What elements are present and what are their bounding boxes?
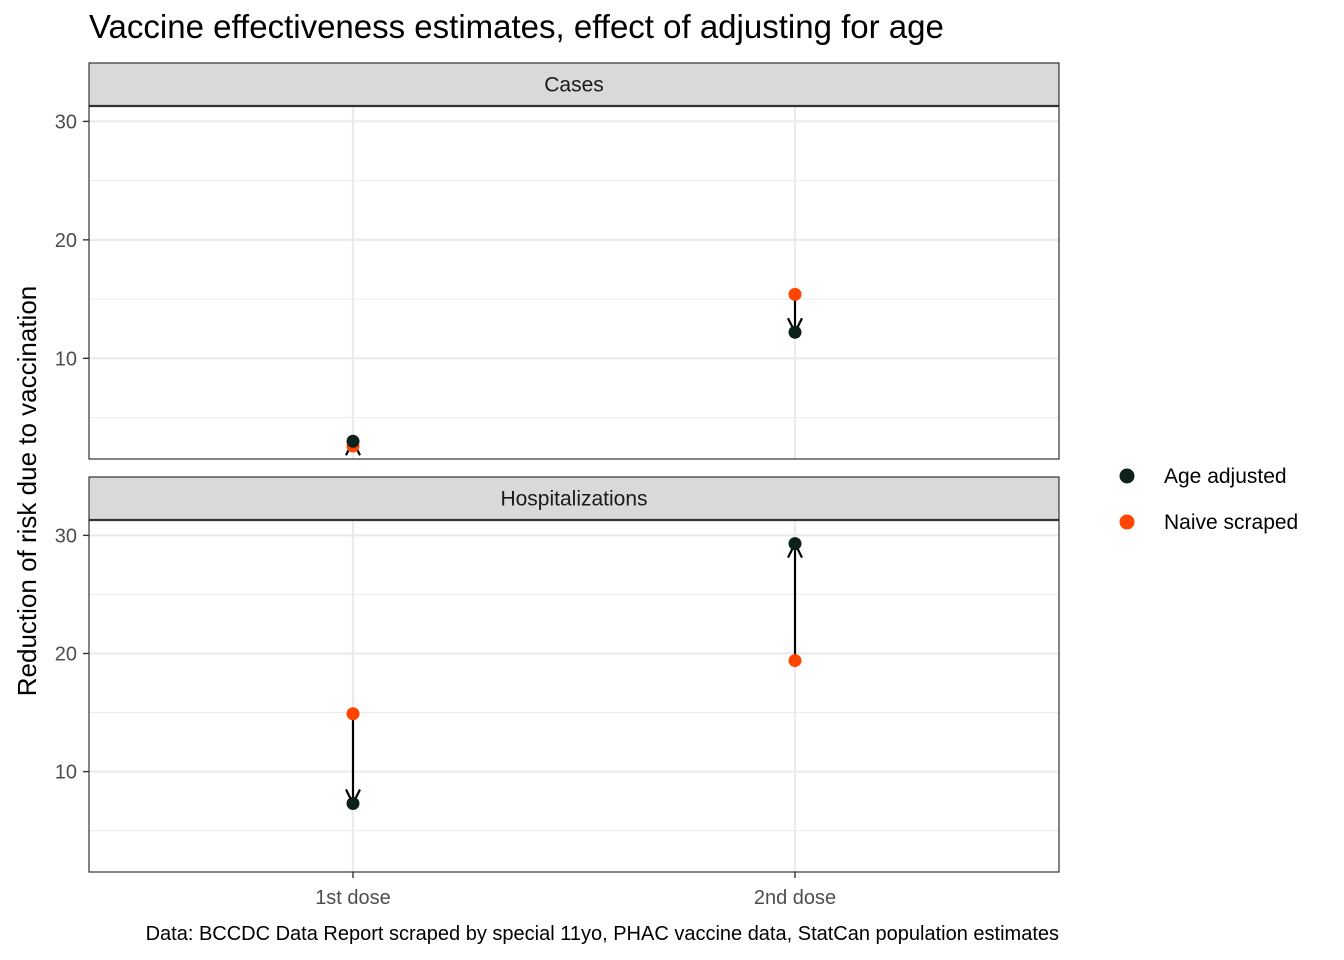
chart-title: Vaccine effectiveness estimates, effect … xyxy=(89,8,944,45)
facet-strip xyxy=(88,62,1060,107)
legend-label: Naive scraped xyxy=(1164,511,1298,534)
x-tick-label: 1st dose xyxy=(315,887,391,909)
point-naive-scraped xyxy=(788,654,802,668)
chart-caption: Data: BCCDC Data Report scraped by speci… xyxy=(146,923,1059,945)
panel-background xyxy=(89,106,1059,459)
legend-item: Naive scraped xyxy=(1119,511,1298,534)
facet-panel-cases: Cases 10 20 30 xyxy=(55,62,1060,460)
point-age-adjusted xyxy=(788,325,802,339)
facet-strip-label: Hospitalizations xyxy=(500,488,647,511)
x-tick-label: 2nd dose xyxy=(754,887,836,909)
legend-key xyxy=(1119,468,1135,484)
legend-item: Age adjusted xyxy=(1119,465,1287,488)
y-axis-label: Reduction of risk due to vaccination xyxy=(12,286,42,696)
x-axis: 1st dose 2nd dose xyxy=(315,872,836,909)
legend-label: Age adjusted xyxy=(1164,465,1287,488)
facet-strip-label: Cases xyxy=(544,74,604,97)
y-tick-label: 30 xyxy=(55,111,77,133)
y-tick-label: 20 xyxy=(55,230,77,252)
legend-key xyxy=(1119,514,1135,530)
y-tick-label: 10 xyxy=(55,762,77,784)
point-naive-scraped xyxy=(788,287,802,301)
point-age-adjusted xyxy=(346,434,360,448)
y-tick-label: 30 xyxy=(55,525,77,547)
facet-panel-hospitalizations: Hospitalizations 10 20 30 xyxy=(55,476,1060,873)
point-naive-scraped xyxy=(346,707,360,721)
facet-panels: Cases 10 20 30 Hospitalizations 10 20 30 xyxy=(55,62,1060,873)
panel-background xyxy=(89,520,1059,872)
y-tick-label: 10 xyxy=(55,348,77,370)
y-tick-label: 20 xyxy=(55,643,77,665)
point-age-adjusted xyxy=(346,796,360,810)
legend: Age adjusted Naive scraped xyxy=(1119,465,1298,534)
point-age-adjusted xyxy=(788,537,802,551)
